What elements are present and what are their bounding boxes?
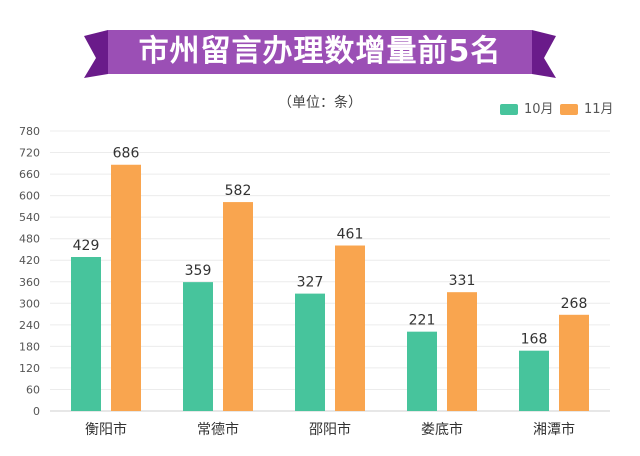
y-tick-label: 540 [19, 211, 40, 224]
y-tick-label: 60 [26, 383, 40, 396]
data-label: 168 [521, 332, 548, 348]
y-tick-label: 360 [19, 276, 40, 289]
bar-series-1 [183, 282, 213, 411]
legend-swatch-series-1 [500, 104, 518, 115]
x-tick-label: 湘潭市 [533, 421, 575, 438]
x-tick-label: 娄底市 [421, 421, 463, 438]
bar-series-2 [223, 202, 253, 411]
y-tick-label: 120 [19, 362, 40, 375]
data-label: 221 [409, 313, 436, 329]
y-tick-label: 480 [19, 233, 40, 246]
bar-series-1 [519, 350, 549, 411]
banner-ribbon [84, 30, 556, 78]
y-tick-label: 780 [19, 125, 40, 138]
bar-series-1 [71, 257, 101, 411]
bar-series-2 [111, 164, 141, 411]
data-label: 359 [185, 263, 212, 279]
x-tick-label: 常德市 [197, 421, 239, 438]
bar-series-1 [407, 331, 437, 411]
legend-label-series-2: 11月 [584, 102, 614, 117]
data-label: 686 [113, 146, 140, 162]
y-tick-label: 720 [19, 147, 40, 160]
legend-label-series-1: 10月 [524, 102, 554, 117]
x-tick-label: 邵阳市 [309, 421, 351, 438]
bar-series-2 [335, 245, 365, 411]
legend-swatch-series-2 [560, 104, 578, 115]
y-tick-label: 240 [19, 319, 40, 332]
y-tick-label: 660 [19, 168, 40, 181]
x-tick-label: 衡阳市 [85, 421, 127, 438]
y-tick-label: 420 [19, 254, 40, 267]
data-label: 268 [561, 296, 588, 312]
data-label: 582 [225, 183, 252, 199]
bar-series-2 [447, 292, 477, 411]
y-tick-label: 300 [19, 297, 40, 310]
data-label: 461 [337, 227, 364, 243]
data-label: 429 [73, 238, 100, 254]
data-label: 331 [449, 273, 476, 289]
y-tick-label: 180 [19, 340, 40, 353]
chart-title: 市州留言办理数增量前5名 [138, 34, 502, 69]
title-banner: 市州留言办理数增量前5名 [0, 0, 640, 90]
y-tick-label: 0 [33, 405, 40, 418]
unit-label: （单位：条） [278, 95, 362, 111]
bar-series-2 [559, 314, 589, 411]
bar-series-1 [295, 293, 325, 411]
y-tick-label: 600 [19, 190, 40, 203]
data-label: 327 [297, 275, 324, 291]
